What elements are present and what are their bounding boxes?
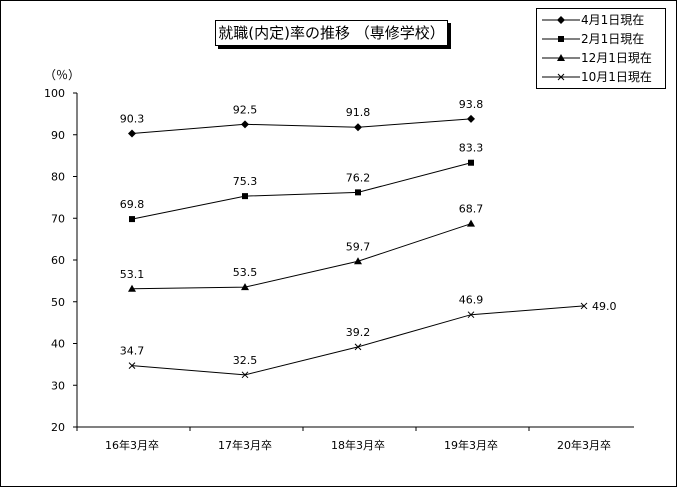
y-axis-unit-label: （％） [44, 68, 81, 82]
y-tick-label: 100 [44, 87, 65, 100]
x-tick-label: 16年3月卒 [105, 438, 159, 452]
data-label: 34.7 [120, 345, 145, 358]
legend-item-october: 10月1日現在 [537, 68, 665, 86]
legend-label-april: 4月1日現在 [581, 13, 645, 27]
legend-label-october: 10月1日現在 [581, 70, 652, 84]
data-point-square [242, 193, 248, 200]
data-point-x [580, 302, 588, 310]
y-tick-label: 40 [51, 338, 65, 351]
chart-title: 就職(内定)率の推移 （専修学校） [215, 20, 448, 46]
data-label: 49.0 [592, 300, 617, 313]
data-label: 90.3 [120, 112, 145, 125]
data-point-triangle [354, 257, 362, 265]
data-label: 39.2 [346, 326, 371, 339]
legend-item-february: 2月1日現在 [537, 30, 665, 48]
series-line-1 [131, 118, 472, 134]
data-label: 46.9 [459, 294, 484, 307]
data-point-square [355, 189, 361, 196]
y-tick-label: 80 [51, 171, 65, 184]
data-point-triangle [128, 284, 136, 292]
data-point-diamond [241, 120, 249, 129]
data-point-square [129, 216, 135, 223]
legend-marker-square [542, 36, 580, 42]
y-tick-label: 90 [51, 129, 65, 142]
x-tick-label: 20年3月卒 [557, 438, 611, 452]
y-tick-label: 70 [51, 212, 65, 225]
data-label: 76.2 [346, 171, 371, 184]
legend: 4月1日現在 2月1日現在 12月1日現在 10月1日現在 [536, 8, 666, 89]
data-label: 59.7 [346, 240, 371, 253]
x-tick-label: 19年3月卒 [444, 438, 498, 452]
data-label: 83.3 [459, 142, 484, 155]
data-label: 92.5 [233, 103, 258, 116]
data-label: 68.7 [459, 203, 484, 216]
data-point-square [468, 159, 474, 166]
legend-label-december: 12月1日現在 [581, 51, 652, 65]
series-line-3 [131, 223, 472, 290]
data-point-diamond [467, 114, 475, 123]
data-point-diamond [354, 123, 362, 132]
y-tick-label: 60 [51, 254, 65, 267]
x-tick-label: 18年3月卒 [331, 438, 385, 452]
data-label: 69.8 [120, 198, 145, 211]
series-line-4 [131, 305, 585, 376]
legend-label-february: 2月1日現在 [581, 32, 645, 46]
data-point-triangle [467, 219, 475, 227]
data-point-x [241, 371, 249, 379]
legend-item-april: 4月1日現在 [537, 11, 665, 29]
legend-marker-triangle [542, 54, 580, 61]
data-point-x [128, 362, 136, 369]
data-label: 93.8 [459, 98, 484, 111]
data-label: 53.5 [233, 266, 258, 279]
legend-marker-x [542, 73, 580, 81]
y-tick-label: 50 [51, 296, 65, 309]
data-point-x [354, 343, 362, 351]
x-tick-label: 17年3月卒 [218, 438, 272, 452]
data-label: 53.1 [120, 268, 145, 281]
data-point-triangle [241, 283, 249, 291]
y-tick-label: 20 [51, 421, 65, 434]
series-line-2 [131, 162, 472, 220]
data-label: 91.8 [346, 106, 371, 119]
legend-item-december: 12月1日現在 [537, 49, 665, 67]
y-tick-label: 30 [51, 379, 65, 392]
data-point-x [467, 311, 475, 319]
data-label: 75.3 [233, 175, 258, 188]
data-label: 32.5 [233, 354, 258, 367]
data-point-diamond [128, 129, 136, 138]
legend-marker-diamond [542, 16, 580, 24]
